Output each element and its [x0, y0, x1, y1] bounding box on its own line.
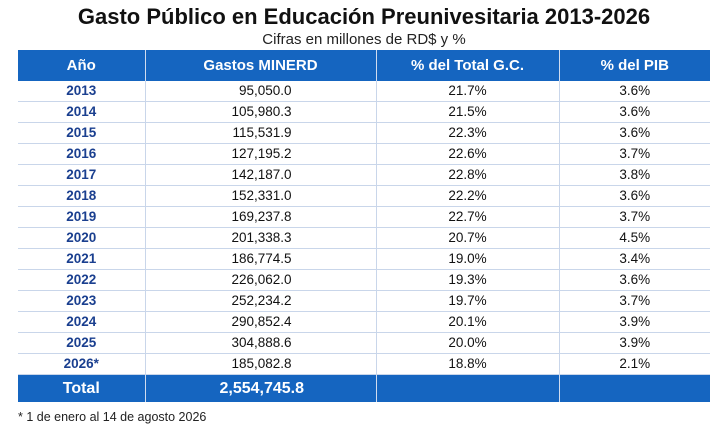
cell-pct-pib: 3.9% — [559, 332, 710, 354]
cell-year: 2013 — [18, 81, 146, 102]
total-empty-cell — [559, 374, 710, 402]
cell-pct-gc: 19.7% — [376, 290, 560, 312]
cell-year: 2019 — [18, 206, 146, 228]
header-pct-gc: % del Total G.C. — [376, 50, 560, 81]
cell-pct-pib: 2.1% — [559, 353, 710, 375]
table-row: 2013 95,050.0 21.7% 3.6% — [18, 81, 710, 102]
cell-pct-gc: 21.7% — [376, 81, 560, 102]
cell-pct-pib: 3.7% — [559, 143, 710, 165]
total-gasto: 2,554,745.8 — [145, 374, 377, 402]
table-row: 2022 226,062.0 19.3% 3.6% — [18, 269, 710, 291]
cell-pct-pib: 3.6% — [559, 185, 710, 207]
cell-year: 2020 — [18, 227, 146, 249]
table-row: 2014 105,980.3 21.5% 3.6% — [18, 101, 710, 123]
cell-pct-gc: 21.5% — [376, 101, 560, 123]
table-row: 2017 142,187.0 22.8% 3.8% — [18, 164, 710, 186]
total-empty-cell — [376, 374, 560, 402]
cell-pct-pib: 4.5% — [559, 227, 710, 249]
table-row: 2023 252,234.2 19.7% 3.7% — [18, 290, 710, 312]
cell-year: 2024 — [18, 311, 146, 333]
cell-gasto: 127,195.2 — [145, 143, 377, 165]
header-gasto: Gastos MINERD — [145, 50, 377, 81]
cell-pct-pib: 3.7% — [559, 206, 710, 228]
total-label: Total — [18, 374, 146, 402]
cell-gasto: 304,888.6 — [145, 332, 377, 354]
header-year: Año — [18, 50, 146, 81]
cell-gasto: 152,331.0 — [145, 185, 377, 207]
table-row: 2021 186,774.5 19.0% 3.4% — [18, 248, 710, 270]
table-row: 2024 290,852.4 20.1% 3.9% — [18, 311, 710, 333]
cell-year: 2023 — [18, 290, 146, 312]
table-row: 2025 304,888.6 20.0% 3.9% — [18, 332, 710, 354]
cell-pct-gc: 22.8% — [376, 164, 560, 186]
cell-year: 2016 — [18, 143, 146, 165]
page-title: Gasto Público en Educación Preunivesitar… — [77, 4, 651, 29]
cell-year: 2014 — [18, 101, 146, 123]
cell-pct-gc: 18.8% — [376, 353, 560, 375]
cell-year: 2017 — [18, 164, 146, 186]
cell-gasto: 115,531.9 — [145, 122, 377, 144]
cell-gasto: 226,062.0 — [145, 269, 377, 291]
cell-gasto: 290,852.4 — [145, 311, 377, 333]
cell-year: 2015 — [18, 122, 146, 144]
cell-gasto: 185,082.8 — [145, 353, 377, 375]
cell-pct-gc: 20.0% — [376, 332, 560, 354]
cell-pct-gc: 22.3% — [376, 122, 560, 144]
cell-gasto: 186,774.5 — [145, 248, 377, 270]
cell-pct-gc: 19.0% — [376, 248, 560, 270]
cell-pct-pib: 3.8% — [559, 164, 710, 186]
cell-pct-pib: 3.7% — [559, 290, 710, 312]
table-row: 2016 127,195.2 22.6% 3.7% — [18, 143, 710, 165]
cell-pct-gc: 22.2% — [376, 185, 560, 207]
cell-pct-pib: 3.6% — [559, 81, 710, 102]
cell-pct-pib: 3.9% — [559, 311, 710, 333]
cell-year: 2018 — [18, 185, 146, 207]
cell-year: 2021 — [18, 248, 146, 270]
cell-gasto: 142,187.0 — [145, 164, 377, 186]
cell-gasto: 105,980.3 — [145, 101, 377, 123]
cell-pct-gc: 22.7% — [376, 206, 560, 228]
cell-pct-pib: 3.6% — [559, 269, 710, 291]
table-row: 2019 169,237.8 22.7% 3.7% — [18, 206, 710, 228]
cell-year: 2022 — [18, 269, 146, 291]
cell-pct-gc: 19.3% — [376, 269, 560, 291]
total-row: Total 2,554,745.8 — [18, 374, 710, 402]
cell-pct-gc: 22.6% — [376, 143, 560, 165]
table-row: 2018 152,331.0 22.2% 3.6% — [18, 185, 710, 207]
cell-year: 2026* — [18, 353, 146, 375]
table-row: 2026* 185,082.8 18.8% 2.1% — [18, 353, 710, 375]
cell-gasto: 95,050.0 — [145, 81, 377, 102]
cell-pct-pib: 3.6% — [559, 122, 710, 144]
cell-pct-gc: 20.1% — [376, 311, 560, 333]
header-row: Año Gastos MINERD % del Total G.C. % del… — [18, 50, 710, 81]
cell-gasto: 169,237.8 — [145, 206, 377, 228]
cell-pct-pib: 3.6% — [559, 101, 710, 123]
header-pct-pib: % del PIB — [559, 50, 710, 81]
footnote: * 1 de enero al 14 de agosto 2026 — [18, 410, 207, 424]
cell-pct-gc: 20.7% — [376, 227, 560, 249]
page-subtitle: Cifras en millones de RD$ y % — [262, 31, 466, 48]
cell-gasto: 201,338.3 — [145, 227, 377, 249]
cell-gasto: 252,234.2 — [145, 290, 377, 312]
cell-year: 2025 — [18, 332, 146, 354]
table-row: 2020 201,338.3 20.7% 4.5% — [18, 227, 710, 249]
cell-pct-pib: 3.4% — [559, 248, 710, 270]
table-row: 2015 115,531.9 22.3% 3.6% — [18, 122, 710, 144]
data-table: Año Gastos MINERD % del Total G.C. % del… — [18, 50, 710, 402]
